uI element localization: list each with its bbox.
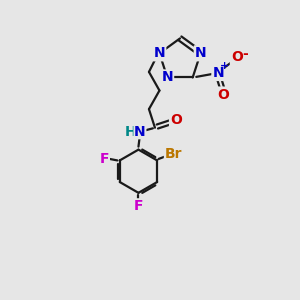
Text: H: H [125, 124, 137, 139]
Text: -: - [242, 47, 248, 61]
Text: N: N [195, 46, 206, 60]
Text: N: N [154, 46, 165, 60]
Text: O: O [231, 50, 243, 64]
Text: Br: Br [165, 147, 182, 161]
Text: +: + [220, 61, 230, 71]
Text: F: F [99, 152, 109, 166]
Text: N: N [212, 66, 224, 80]
Text: F: F [134, 199, 143, 213]
Text: O: O [217, 88, 229, 102]
Text: O: O [170, 113, 182, 127]
Text: N: N [134, 124, 146, 139]
Text: N: N [161, 70, 173, 85]
